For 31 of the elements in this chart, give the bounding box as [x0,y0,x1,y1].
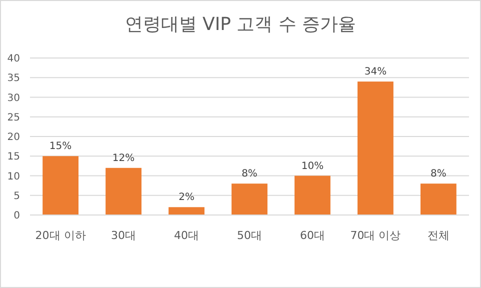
x-tick-label: 40대 [174,229,200,242]
x-tick-label: 60대 [300,229,325,242]
x-tick-label: 30대 [111,229,136,242]
x-tick-label: 50대 [237,229,262,242]
bar [106,168,142,215]
y-tick-label: 0 [14,210,20,222]
data-label: 10% [301,160,324,172]
x-tick-label: 전체 [427,229,450,242]
bar [42,156,78,215]
y-tick-label: 40 [7,54,20,64]
y-tick-label: 20 [7,132,20,143]
bar [168,207,204,215]
y-tick-label: 15 [7,152,20,163]
data-label: 8% [242,168,258,180]
bar [294,176,330,215]
y-tick-label: 30 [7,92,20,104]
y-tick-label: 10 [7,171,20,182]
data-label: 12% [112,152,135,164]
data-label: 34% [364,66,387,78]
x-tick-label: 70대 이상 [350,229,401,242]
chart-title: 연령대별 VIP 고객 수 증가율 [124,14,356,35]
data-label: 15% [49,141,72,152]
y-tick-label: 25 [7,112,20,124]
x-tick-label: 20대 이하 [35,229,86,242]
bar [232,184,268,215]
data-label: 8% [430,168,446,180]
bar [420,184,456,215]
data-label: 2% [178,192,194,204]
y-tick-label: 35 [7,73,20,84]
y-tick-label: 5 [14,190,20,202]
bar [358,82,394,215]
